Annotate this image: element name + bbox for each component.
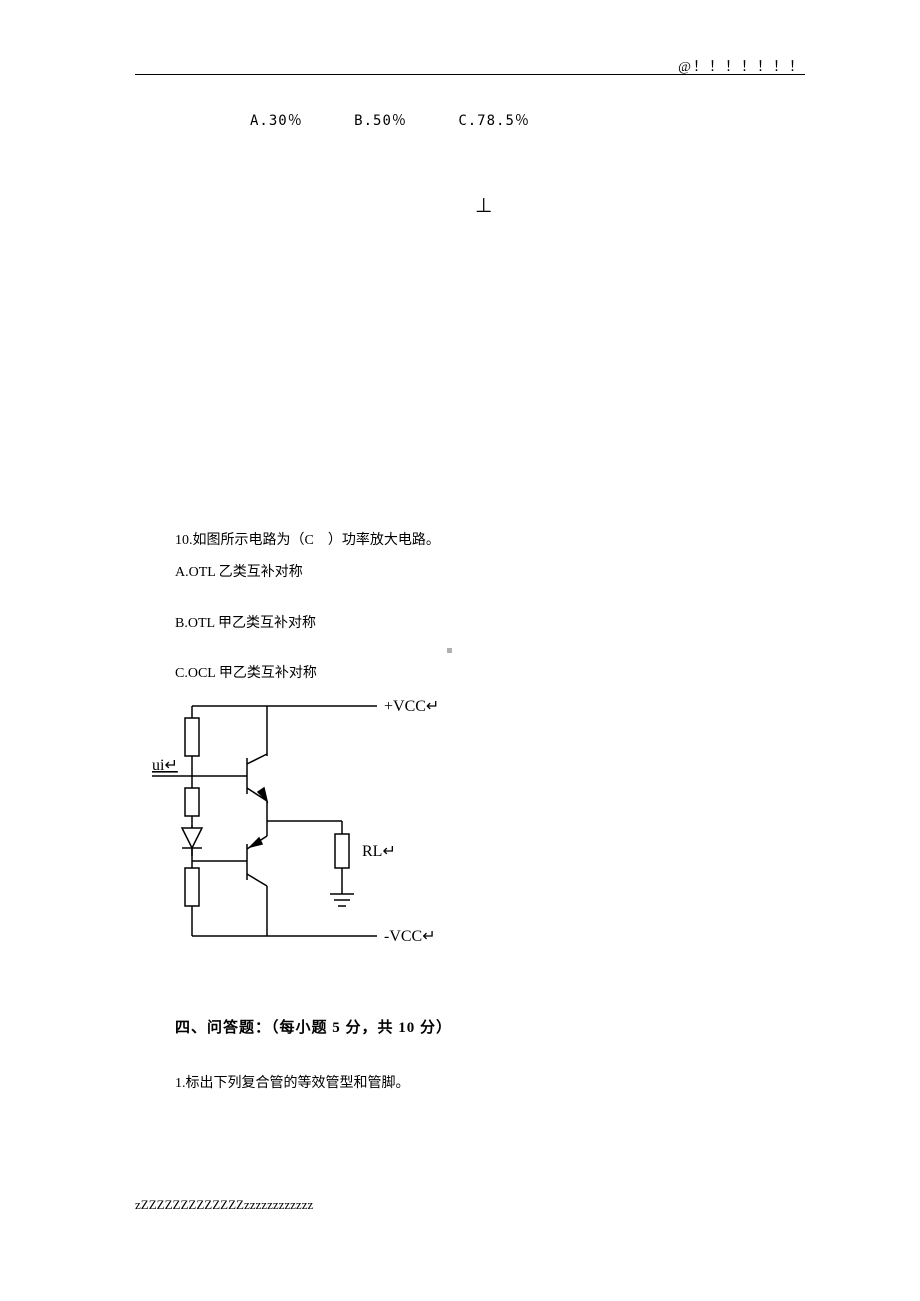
- q10-stem: 10.如图所示电路为（C ）功率放大电路。: [175, 530, 440, 552]
- ground-icon: ⊥: [475, 193, 492, 218]
- circuit-diagram: +VCC↵ -VCC↵ RL↵ ui↵: [152, 686, 442, 956]
- q-options-row: A.30％ B.50％ C.78.5％: [250, 110, 530, 130]
- page-root: @！！！！！！！ A.30％ B.50％ C.78.5％ ⊥ 10.如图所示电路…: [0, 0, 920, 1301]
- question-10: 10.如图所示电路为（C ）功率放大电路。 A.OTL 乙类互补对称 B.OTL…: [175, 530, 440, 696]
- section-4-title: 四、问答题：（每小题 5 分，共 10 分）: [175, 1016, 452, 1037]
- label-vcc-minus: -VCC↵: [384, 928, 436, 945]
- q10-option-b: B.OTL 甲乙类互补对称: [175, 613, 440, 635]
- section-4-q1: 1.标出下列复合管的等效管型和管脚。: [175, 1072, 410, 1092]
- label-rl: RL↵: [362, 843, 396, 860]
- q10-option-a: A.OTL 乙类互补对称: [175, 562, 440, 584]
- label-vcc-plus: +VCC↵: [384, 698, 439, 715]
- q10-option-c: C.OCL 甲乙类互补对称: [175, 663, 440, 685]
- option-c: C.78.5％: [458, 110, 530, 130]
- label-ui: ui↵: [152, 757, 178, 774]
- decorative-dot: [447, 648, 452, 653]
- option-b: B.50％: [354, 110, 407, 130]
- footer-code: zZZZZZZZZZZZZZzzzzzzzzzzzz: [135, 1197, 313, 1213]
- header-right-text: @！！！！！！！: [678, 56, 805, 76]
- option-a: A.30％: [250, 110, 303, 130]
- header-rule: [135, 74, 805, 75]
